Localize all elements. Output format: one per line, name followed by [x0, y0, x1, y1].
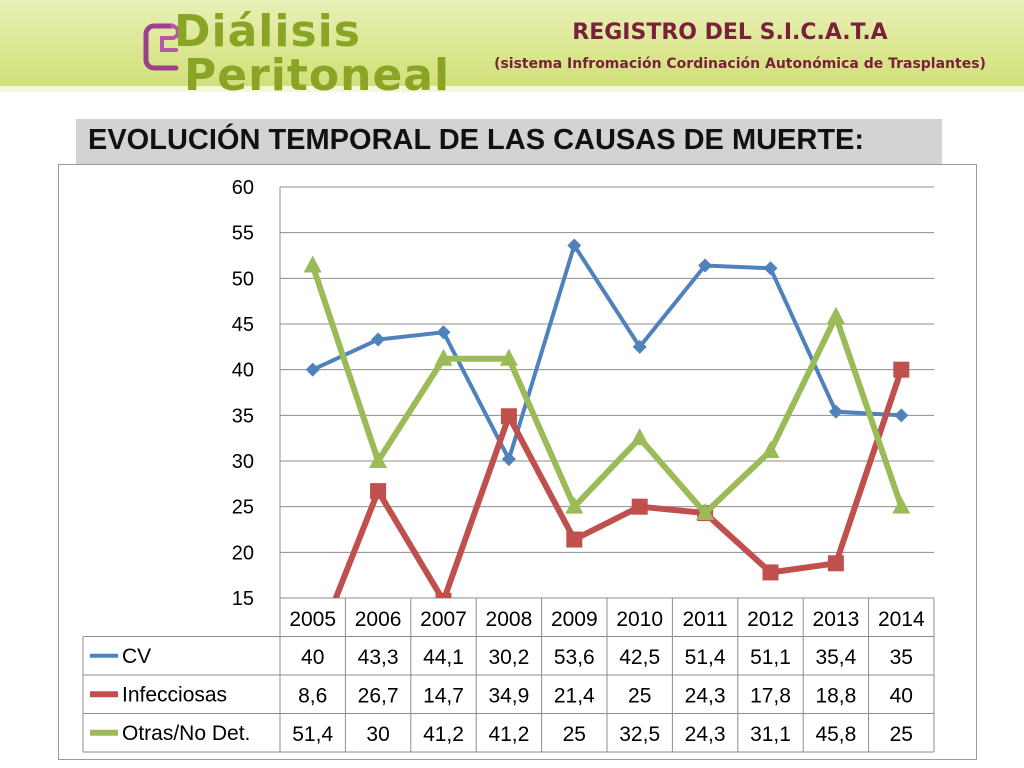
table-value: 24,3 [685, 684, 726, 707]
table-value: 31,1 [750, 723, 791, 746]
x-category-label: 2008 [486, 608, 533, 631]
data-point-marker [501, 452, 516, 467]
table-value: 18,8 [815, 684, 856, 707]
legend-label: Infecciosas [122, 683, 227, 706]
y-tick-label: 60 [232, 177, 254, 199]
x-category-label: 2009 [551, 608, 598, 631]
data-point-marker [565, 496, 584, 514]
table-value: 43,3 [358, 646, 399, 669]
table-value: 44,1 [423, 646, 464, 669]
table-value: 51,4 [292, 723, 333, 746]
data-point-marker [369, 451, 388, 468]
series-line-cv [311, 240, 902, 465]
x-category-label: 2006 [355, 608, 402, 631]
data-point-marker [499, 348, 518, 366]
header-stripe [0, 86, 1024, 92]
table-value: 26,7 [358, 684, 399, 707]
data-point-marker [827, 555, 844, 572]
data-point-marker [434, 348, 453, 366]
y-tick-label: 50 [232, 268, 254, 290]
table-value: 25 [890, 723, 913, 746]
table-value: 51,1 [750, 646, 791, 669]
logo-mark-icon [143, 23, 180, 71]
table-value: 45,8 [815, 723, 856, 746]
data-point-marker [371, 332, 386, 347]
data-point-marker [763, 261, 778, 276]
table-value: 30,2 [488, 646, 529, 669]
data-point-marker [370, 483, 387, 500]
data-point-marker [631, 498, 648, 515]
data-point-marker [696, 503, 715, 521]
logo-line-2: Peritoneal [184, 50, 451, 101]
header-banner [0, 0, 1024, 92]
table-value: 17,8 [750, 684, 791, 707]
table-value: 8,6 [298, 684, 327, 707]
y-tick-label: 15 [232, 588, 254, 610]
table-value: 40 [890, 684, 913, 707]
data-point-marker [632, 339, 647, 354]
y-tick-label: 30 [232, 451, 254, 473]
x-category-label: 2010 [616, 608, 663, 631]
data-point-marker [566, 531, 583, 548]
data-point-marker [305, 362, 320, 377]
registro-title: REGISTRO DEL S.I.C.A.T.A [572, 20, 888, 45]
data-point-marker [630, 428, 649, 446]
table-value: 25 [563, 723, 586, 746]
table-value: 35,4 [815, 646, 856, 669]
table-value: 32,5 [619, 723, 660, 746]
legend-label: CV [122, 645, 151, 668]
legend-label: Otras/No Det. [122, 722, 250, 745]
table-value: 21,4 [554, 684, 595, 707]
series-line-infecciosas [332, 368, 905, 598]
dialisis-peritoneal-logo: Diálisis Peritoneal [140, 6, 449, 101]
table-value: 41,2 [488, 723, 529, 746]
y-tick-label: 45 [232, 314, 254, 336]
page-heading: EVOLUCIÓN TEMPORAL DE LAS CAUSAS DE MUER… [88, 124, 865, 156]
data-point-marker [826, 306, 845, 324]
y-tick-label: 55 [232, 223, 254, 245]
logo-line-1: Diálisis [174, 6, 361, 57]
sistema-subtitle: (sistema Infromación Cordinación Autonóm… [494, 56, 986, 72]
x-category-label: 2005 [289, 608, 336, 631]
y-tick-label: 35 [232, 405, 254, 427]
heading-box [76, 119, 942, 165]
table-value: 42,5 [619, 646, 660, 669]
data-point-marker [567, 238, 582, 253]
data-point-marker [892, 496, 911, 514]
table-value: 35 [890, 646, 913, 669]
table-value: 41,2 [423, 723, 464, 746]
data-point-marker [762, 564, 779, 581]
data-point-marker [893, 361, 910, 378]
table-value: 25 [628, 684, 651, 707]
table-value: 40 [301, 646, 324, 669]
y-tick-label: 20 [232, 542, 254, 564]
table-value: 24,3 [685, 723, 726, 746]
y-tick-label: 25 [232, 497, 254, 519]
data-point-marker [828, 404, 843, 419]
table-value: 14,7 [423, 684, 464, 707]
table-value: 51,4 [685, 646, 726, 669]
chart-frame [58, 164, 977, 760]
data-point-marker [435, 592, 452, 598]
data-point-marker [500, 408, 517, 425]
x-category-label: 2013 [813, 608, 860, 631]
data-point-marker [761, 440, 780, 458]
table-value: 53,6 [554, 646, 595, 669]
x-category-label: 2007 [420, 608, 467, 631]
y-tick-label: 40 [232, 360, 254, 382]
table-value: 30 [366, 723, 389, 746]
table-value: 34,9 [488, 684, 529, 707]
x-category-label: 2011 [683, 608, 728, 631]
x-category-label: 2014 [878, 608, 925, 631]
x-category-label: 2012 [747, 608, 794, 631]
data-point-marker [303, 255, 322, 273]
series-line-otras [309, 264, 905, 518]
data-point-marker [894, 408, 909, 423]
data-point-marker [698, 258, 713, 273]
data-point-marker [436, 325, 451, 340]
